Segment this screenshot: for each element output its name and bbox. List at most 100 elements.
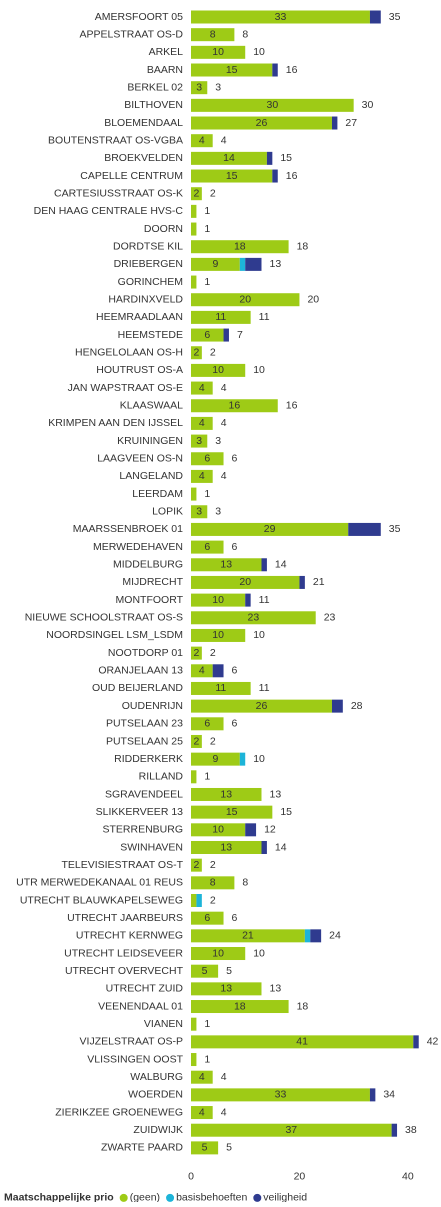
category-label: NIEUWE SCHOOLSTRAAT OS-S (25, 612, 183, 624)
total-label: 13 (269, 788, 281, 800)
segment-label: 30 (266, 99, 278, 111)
total-label: 6 (232, 912, 238, 924)
segment-label: 29 (264, 523, 276, 535)
total-label: 10 (253, 46, 265, 58)
bar-segment (369, 10, 381, 24)
segment-label: 3 (196, 81, 202, 93)
segment-label: 10 (212, 46, 224, 58)
legend-label: veiligheid (263, 1192, 307, 1202)
segment-label: 5 (202, 1142, 208, 1154)
total-label: 2 (210, 894, 216, 906)
bar-segment (191, 1035, 414, 1049)
total-label: 38 (405, 1124, 417, 1136)
segment-label: 13 (220, 983, 232, 995)
segment-label: 2 (194, 647, 200, 659)
total-label: 16 (286, 64, 298, 76)
total-label: 13 (269, 258, 281, 270)
total-label: 42 (427, 1036, 439, 1048)
bar-segment (191, 947, 246, 961)
category-label: CAPELLE CENTRUM (80, 170, 183, 182)
bar-segment (191, 540, 224, 554)
total-label: 30 (362, 99, 374, 111)
bar-segment (191, 328, 224, 342)
total-label: 1 (204, 223, 210, 235)
bar-segment (223, 328, 229, 342)
bar-segment (191, 894, 197, 907)
bar-segment (191, 734, 202, 748)
segment-label: 6 (204, 912, 210, 924)
bar-segment (191, 1000, 289, 1014)
segment-label: 37 (285, 1124, 297, 1136)
total-label: 10 (253, 947, 265, 959)
category-label: UTRECHT JAARBEURS (67, 912, 183, 924)
total-label: 14 (275, 841, 287, 853)
bar-segment (196, 894, 202, 907)
bar-segment (191, 752, 240, 766)
segment-label: 3 (196, 506, 202, 518)
bar-segment (191, 1106, 213, 1120)
bar-segment (239, 257, 246, 271)
category-label: VIJZELSTRAAT OS-P (80, 1036, 183, 1048)
bar-segment (191, 858, 202, 872)
legend-label: (geen) (130, 1192, 160, 1202)
total-label: 4 (221, 1106, 227, 1118)
total-label: 4 (221, 1071, 227, 1083)
segment-label: 23 (248, 612, 260, 624)
bar-segment (245, 257, 262, 271)
category-label: LEERDAM (132, 488, 183, 500)
bar-segment (191, 222, 197, 236)
bar-segment (191, 293, 300, 307)
segment-label: 10 (212, 824, 224, 836)
category-label: DRIEBERGEN (114, 258, 183, 270)
total-label: 24 (329, 930, 341, 942)
bar-segment (191, 381, 213, 395)
segment-label: 26 (256, 700, 268, 712)
legend-swatch (119, 1193, 128, 1202)
bar-segment (191, 81, 208, 95)
category-label: UTRECHT KERNWEG (76, 930, 183, 942)
category-label: SWINHAVEN (120, 841, 183, 853)
segment-label: 33 (275, 11, 287, 23)
category-label: AMERSFOORT 05 (95, 11, 183, 23)
bar-segment (266, 151, 273, 165)
category-label: ORANJELAAN 13 (98, 665, 183, 677)
category-label: PUTSELAAN 23 (106, 718, 183, 730)
segment-label: 15 (226, 806, 238, 818)
segment-label: 4 (199, 134, 205, 146)
segment-label: 18 (234, 1000, 246, 1012)
segment-label: 4 (199, 665, 205, 677)
total-label: 6 (232, 718, 238, 730)
total-label: 15 (280, 806, 292, 818)
total-label: 11 (259, 594, 270, 606)
bar-segment (191, 187, 202, 201)
segment-label: 2 (194, 347, 200, 359)
category-label: MAARSSENBROEK 01 (73, 523, 183, 535)
bar-segment (191, 469, 213, 483)
segment-label: 10 (212, 629, 224, 641)
category-label: JAN WAPSTRAAT OS-E (68, 382, 183, 394)
category-label: LAAGVEEN OS-N (97, 453, 183, 465)
total-label: 7 (237, 329, 243, 341)
bar-segment (191, 1123, 392, 1137)
bar-segment (304, 929, 311, 943)
segment-label: 26 (256, 117, 268, 129)
segment-label: 2 (194, 735, 200, 747)
segment-label: 13 (220, 841, 232, 853)
bar-segment (272, 63, 278, 77)
total-label: 1 (204, 205, 210, 217)
total-label: 1 (204, 1053, 210, 1065)
segment-label: 8 (210, 877, 216, 889)
category-label: VIANEN (144, 1018, 183, 1030)
bar-segment (191, 593, 246, 607)
bar-segment (299, 575, 305, 589)
category-label: MIDDELBURG (113, 559, 183, 571)
total-label: 12 (264, 824, 276, 836)
total-label: 3 (215, 435, 221, 447)
bar-segment (191, 310, 251, 324)
segment-label: 10 (212, 594, 224, 606)
category-label: BILTHOVEN (124, 99, 183, 111)
total-label: 4 (221, 382, 227, 394)
segment-label: 21 (242, 930, 254, 942)
segment-label: 6 (204, 453, 210, 465)
bar-segment (239, 752, 246, 766)
